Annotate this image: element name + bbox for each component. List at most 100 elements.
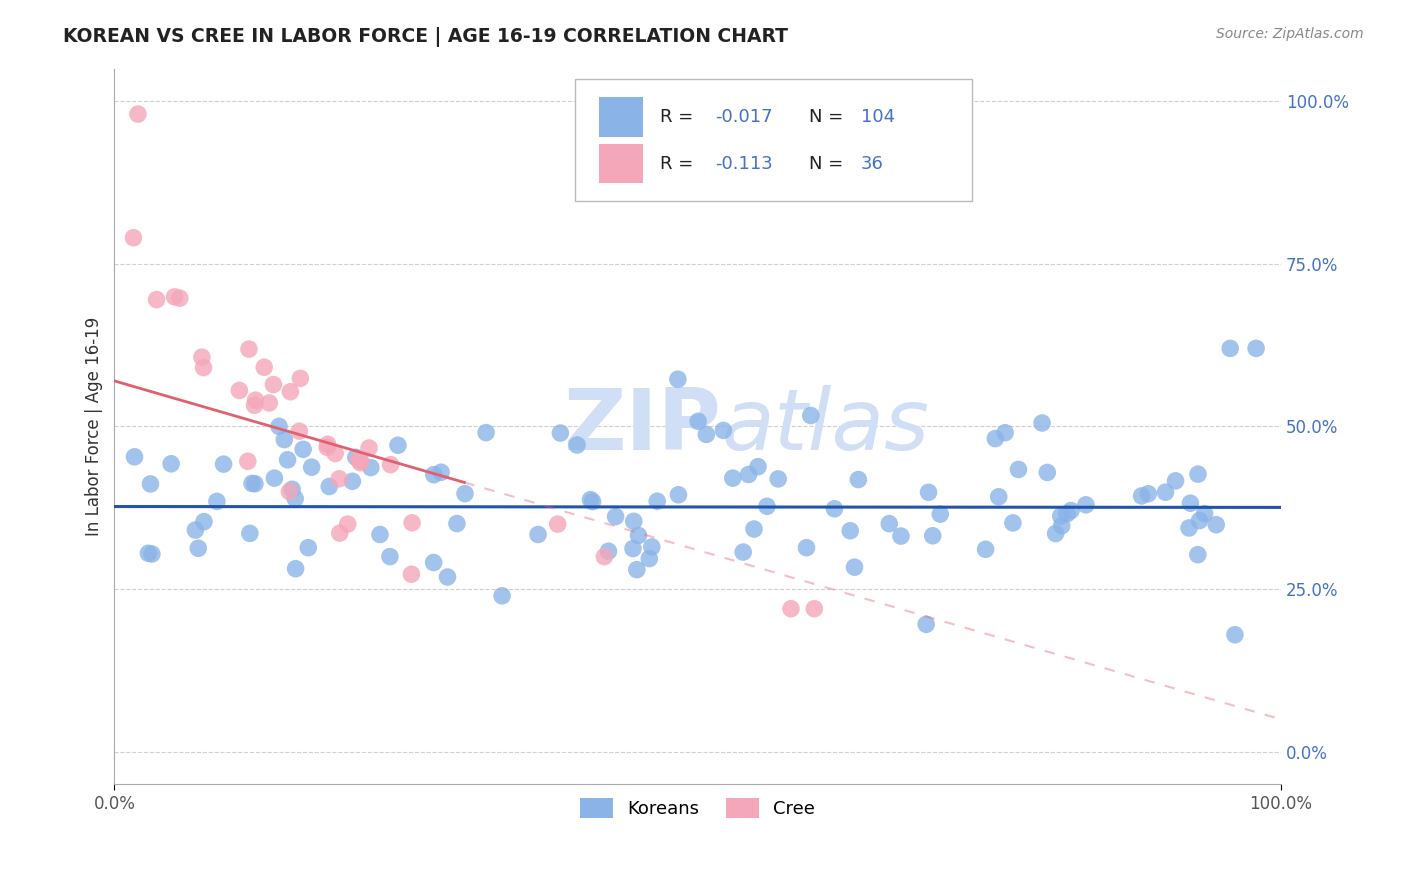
Point (284, 491, 307, 506)
Point (929, 507, 952, 521)
Point (212, 457, 235, 471)
Point (593, 549, 616, 564)
Point (547, 517, 569, 532)
Point (139, 477, 162, 491)
Point (1244, 342, 1267, 356)
Point (297, 541, 319, 555)
Point (766, 472, 789, 486)
Text: -0.017: -0.017 (716, 108, 773, 126)
Point (579, 492, 602, 507)
Point (626, 563, 648, 577)
Point (994, 425, 1017, 440)
Point (890, 529, 912, 543)
Point (800, 409, 823, 423)
Legend: Koreans, Cree: Koreans, Cree (574, 791, 823, 825)
Point (1007, 462, 1029, 476)
Point (1187, 467, 1209, 482)
Point (1194, 507, 1216, 521)
Point (323, 446, 346, 460)
Point (253, 360, 276, 375)
Point (145, 293, 167, 307)
Text: -0.113: -0.113 (716, 154, 773, 173)
Point (1187, 548, 1209, 562)
Text: ZIP: ZIP (564, 385, 721, 468)
Point (240, 476, 263, 491)
Point (347, 452, 370, 467)
Point (877, 516, 900, 531)
Point (1223, 628, 1246, 642)
Point (713, 424, 735, 438)
Point (565, 438, 588, 452)
Point (318, 479, 340, 493)
Point (163, 290, 186, 304)
Point (917, 485, 939, 500)
Point (1188, 514, 1211, 528)
Point (915, 617, 938, 632)
Point (1056, 507, 1078, 521)
Point (141, 547, 163, 561)
Point (422, 556, 444, 570)
FancyBboxPatch shape (599, 144, 643, 183)
Point (288, 424, 311, 438)
Point (368, 527, 391, 541)
Point (666, 372, 689, 386)
Point (239, 526, 262, 541)
Point (921, 529, 943, 543)
Point (491, 589, 513, 603)
Point (193, 360, 215, 375)
Point (1031, 416, 1053, 430)
Point (454, 486, 477, 500)
Point (184, 523, 207, 537)
Y-axis label: In Labor Force | Age 16-19: In Labor Force | Age 16-19 (86, 317, 103, 536)
Point (160, 457, 183, 471)
Point (387, 438, 409, 452)
Point (357, 441, 380, 455)
Point (423, 467, 446, 482)
Point (292, 442, 315, 457)
Point (1180, 496, 1202, 510)
Point (290, 371, 312, 385)
Point (844, 560, 866, 574)
Point (191, 350, 214, 364)
Point (193, 515, 215, 529)
Text: 104: 104 (860, 108, 896, 126)
Point (267, 419, 290, 434)
Point (984, 432, 1007, 446)
Point (796, 541, 818, 555)
Point (259, 396, 281, 410)
Point (605, 509, 627, 524)
Point (360, 460, 382, 475)
Point (823, 501, 845, 516)
Point (721, 471, 744, 485)
Point (1001, 516, 1024, 530)
Point (1060, 503, 1083, 517)
Point (228, 384, 250, 398)
Point (733, 545, 755, 559)
Point (598, 544, 620, 558)
Point (245, 393, 267, 408)
Text: Source: ZipAtlas.com: Source: ZipAtlas.com (1216, 27, 1364, 41)
Point (328, 472, 350, 486)
Point (336, 517, 359, 532)
Point (1137, 487, 1160, 501)
Point (742, 522, 765, 536)
Point (243, 476, 266, 491)
Point (205, 494, 228, 508)
Point (803, 601, 825, 615)
Point (238, 342, 260, 356)
Point (839, 524, 862, 538)
Point (475, 425, 498, 440)
Point (1205, 517, 1227, 532)
Point (527, 527, 550, 541)
Point (316, 437, 339, 451)
Point (169, 291, 191, 305)
Point (281, 482, 304, 496)
Point (1049, 509, 1071, 524)
Point (987, 490, 1010, 504)
Point (645, 494, 668, 508)
Point (623, 514, 645, 528)
Point (1130, 489, 1153, 503)
Point (124, 450, 146, 464)
Point (1045, 526, 1067, 541)
Point (280, 384, 302, 399)
